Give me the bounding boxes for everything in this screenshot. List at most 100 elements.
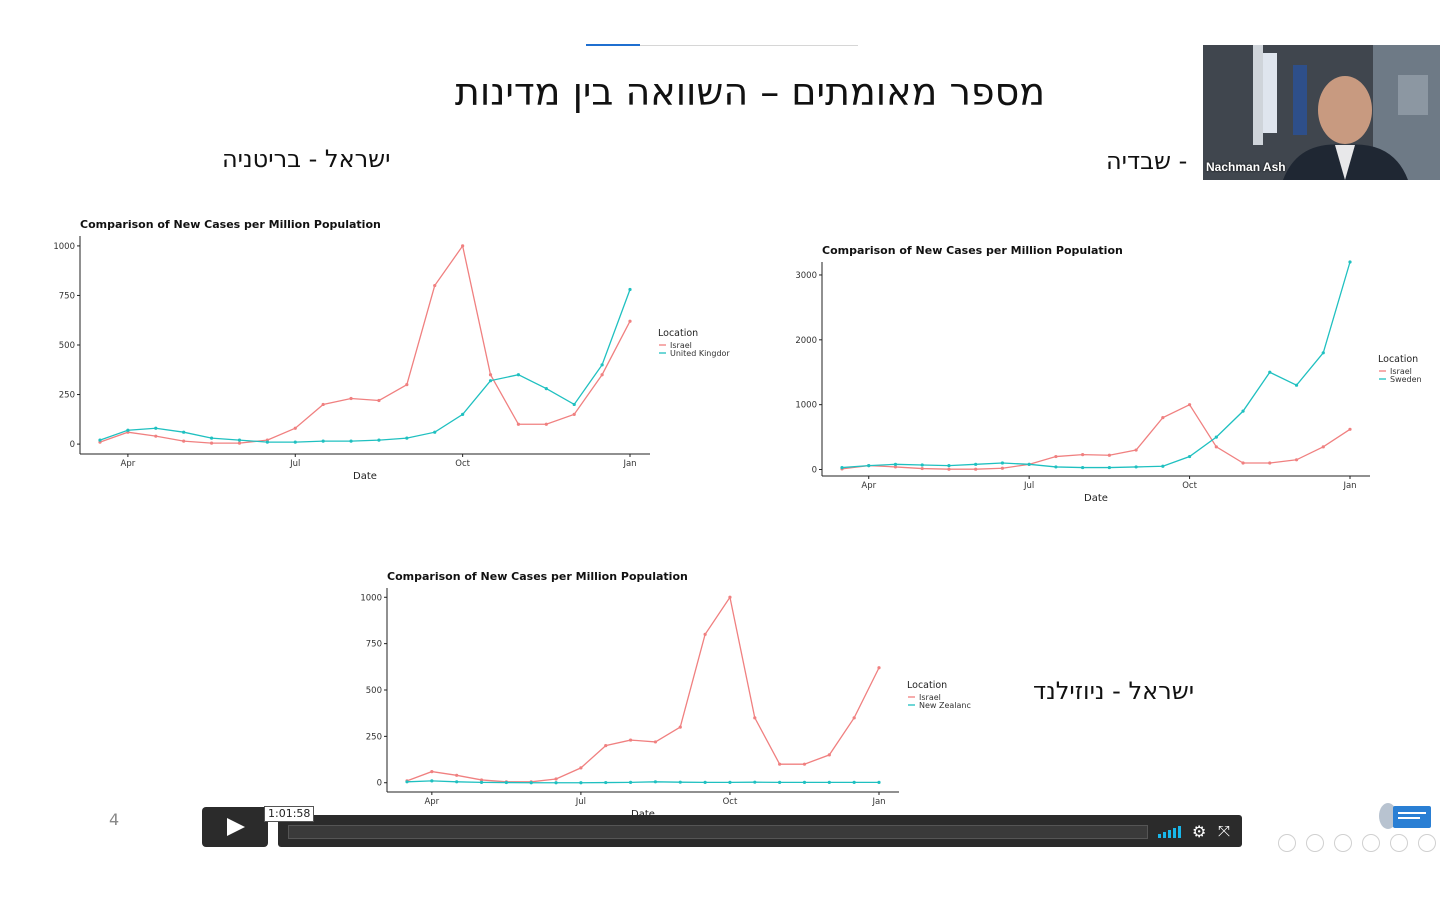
progress-track[interactable] — [288, 825, 1148, 839]
data-point — [433, 283, 437, 288]
data-point — [1161, 464, 1165, 468]
series-line-1 — [99, 289, 631, 443]
data-point — [1294, 383, 1299, 387]
data-point — [433, 430, 437, 434]
data-point — [154, 426, 158, 430]
data-point — [479, 778, 484, 782]
data-point — [1187, 454, 1192, 459]
tool-forward-icon[interactable] — [1418, 834, 1436, 852]
webcam-video — [1203, 45, 1440, 180]
x-tick-label: Apr — [424, 797, 439, 807]
data-point — [947, 467, 951, 471]
y-tick-label: 500 — [59, 341, 75, 351]
y-tick-label: 750 — [366, 640, 382, 650]
data-point — [455, 773, 459, 777]
tool-back-icon[interactable] — [1390, 834, 1408, 852]
data-point — [877, 666, 881, 670]
chart-israel-uk: Comparison of New Cases per Million Popu… — [53, 218, 730, 482]
y-tick-label: 500 — [366, 686, 382, 696]
y-tick-label: 1000 — [795, 401, 817, 411]
data-point — [974, 462, 978, 466]
digital-ministry-logo — [1379, 803, 1431, 829]
series-line-0 — [99, 244, 631, 444]
data-point — [516, 373, 521, 377]
data-point — [554, 781, 558, 785]
data-point — [753, 780, 757, 784]
series-line-1 — [406, 780, 879, 784]
data-point — [628, 319, 632, 323]
data-point — [1321, 445, 1325, 449]
x-tick-label: Oct — [455, 459, 470, 469]
data-point — [1081, 465, 1085, 470]
series-line-1 — [841, 261, 1351, 469]
data-point — [947, 464, 951, 468]
data-point — [572, 402, 576, 407]
data-point — [852, 780, 856, 784]
data-point — [405, 383, 409, 387]
data-point — [405, 436, 409, 440]
data-point — [430, 770, 434, 774]
chart-israel-sweden: Comparison of New Cases per Million Popu… — [795, 244, 1421, 504]
y-tick-label: 1000 — [53, 242, 75, 252]
legend-entry: Israel — [919, 693, 941, 702]
play-button[interactable] — [202, 807, 268, 847]
data-point — [778, 762, 782, 766]
data-point — [572, 412, 576, 416]
y-tick-label: 750 — [59, 291, 75, 301]
series-line-0 — [841, 403, 1351, 470]
data-point — [321, 402, 325, 407]
data-point — [479, 780, 484, 784]
chart-israel-nz: Comparison of New Cases per Million Popu… — [360, 570, 971, 820]
legend-entry: United Kingdor — [670, 349, 730, 358]
data-point — [703, 632, 707, 636]
data-point — [154, 434, 158, 438]
data-point — [1027, 462, 1031, 466]
data-point — [209, 441, 214, 445]
data-point — [1241, 461, 1245, 465]
data-point — [653, 740, 658, 744]
webcam-person-icon — [1203, 45, 1440, 180]
data-point — [293, 426, 297, 430]
data-point — [852, 716, 856, 720]
data-point — [377, 438, 381, 442]
y-tick-label: 0 — [70, 440, 75, 450]
legend-entry: Israel — [670, 341, 692, 350]
data-point — [840, 465, 844, 470]
data-point — [628, 738, 633, 742]
data-point — [321, 439, 325, 443]
time-tooltip: 1:01:58 — [264, 806, 315, 822]
data-point — [579, 781, 583, 785]
data-point — [600, 373, 604, 377]
data-point — [827, 753, 831, 757]
y-tick-label: 0 — [377, 779, 382, 789]
data-point — [504, 780, 508, 785]
data-point — [1321, 351, 1325, 355]
y-tick-label: 250 — [59, 391, 75, 401]
x-tick-label: Jan — [1342, 481, 1356, 491]
data-point — [377, 398, 381, 403]
series-line-0 — [406, 595, 880, 783]
data-point — [1107, 465, 1111, 470]
tool-more-icon[interactable] — [1278, 834, 1296, 852]
tool-edit-icon[interactable] — [1362, 834, 1380, 852]
fullscreen-icon[interactable]: ⤧ — [1218, 822, 1231, 840]
data-point — [1268, 461, 1272, 465]
data-point — [349, 439, 353, 443]
slide-tools — [1276, 834, 1440, 854]
data-point — [1134, 465, 1138, 469]
data-point — [461, 412, 465, 416]
data-point — [1000, 466, 1005, 470]
data-point — [579, 766, 583, 770]
tool-copy-icon[interactable] — [1334, 834, 1352, 852]
data-point — [265, 440, 269, 444]
video-player-controls: ⚙ ⤧ 1:01:58 — [202, 806, 1242, 847]
data-point — [678, 725, 682, 729]
y-tick-label: 3000 — [795, 271, 817, 281]
tool-search-icon[interactable] — [1306, 834, 1324, 852]
data-point — [209, 436, 214, 440]
volume-icon[interactable] — [1158, 826, 1182, 838]
slide-page-number: 4 — [109, 810, 120, 829]
subtitle-israel-nz: ישראל - ניוזילנד — [1033, 677, 1195, 705]
settings-gear-icon[interactable]: ⚙ — [1192, 822, 1207, 841]
data-point — [753, 716, 757, 720]
